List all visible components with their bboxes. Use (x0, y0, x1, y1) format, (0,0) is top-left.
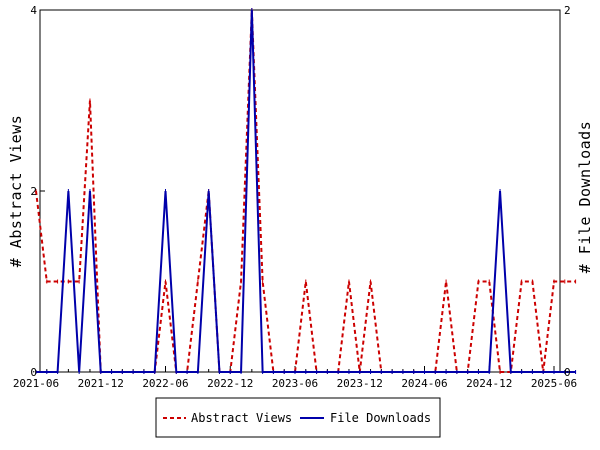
y-right-tick-label: 0 (564, 366, 571, 379)
legend-label-file-downloads: File Downloads (330, 411, 431, 425)
axis-ticks (40, 9, 560, 373)
x-tick-label: 2023-06 (272, 377, 318, 390)
x-tick-label: 2022-12 (207, 377, 253, 390)
series-line-file-downloads (36, 9, 576, 373)
y-right-axis-title: # File Downloads (576, 121, 594, 274)
legend: Abstract Views File Downloads (155, 397, 441, 438)
y-right-tick-label: 2 (564, 4, 571, 17)
x-tick-label: 2021-12 (78, 377, 124, 390)
tick-labels: 2021-06 2021-12 2022-06 2022-12 2023-06 2023-… (13, 4, 577, 390)
x-tick-label: 2024-06 (401, 377, 447, 390)
y-left-tick-label: 4 (30, 4, 37, 17)
series-layer (35, 8, 577, 374)
x-tick-label: 2022-06 (142, 377, 188, 390)
y-left-tick-label: 2 (30, 185, 37, 198)
x-tick-label: 2025-06 (531, 377, 577, 390)
x-tick-label: 2023-12 (337, 377, 383, 390)
legend-box (155, 397, 441, 438)
y-left-tick-label: 0 (30, 366, 37, 379)
y-left-axis-title: # Abstract Views (7, 115, 25, 268)
plot-frame (39, 9, 561, 373)
series-line-abstract-views (35, 9, 576, 373)
x-tick-label: 2024-12 (466, 377, 512, 390)
legend-label-abstract-views: Abstract Views (191, 411, 292, 425)
x-tick-label: 2021-06 (13, 377, 59, 390)
